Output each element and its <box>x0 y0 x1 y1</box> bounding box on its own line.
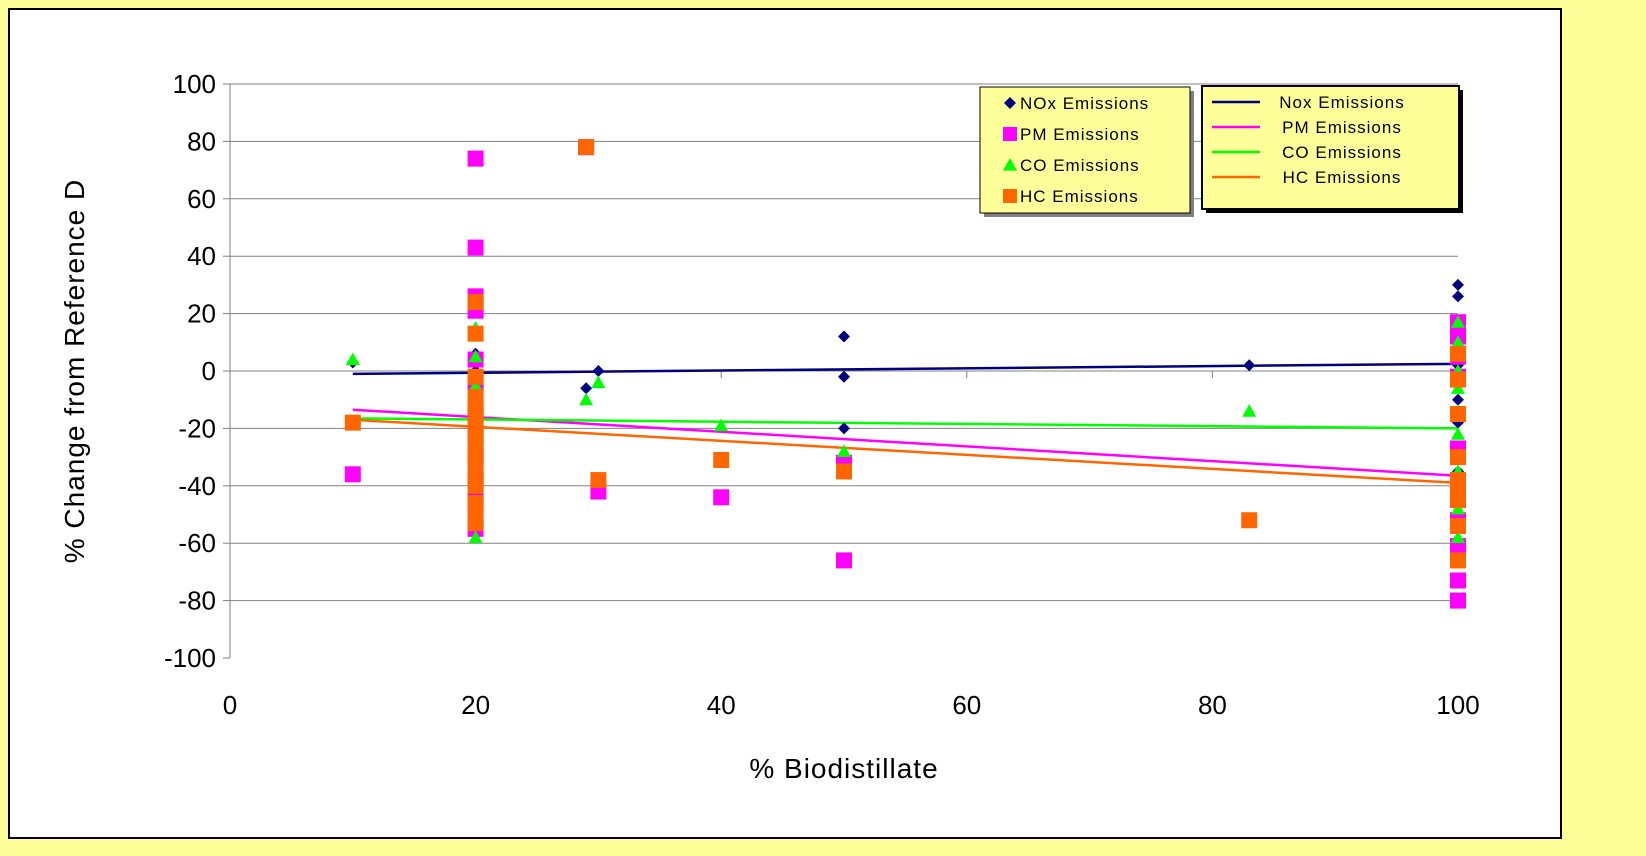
legend-label: HC Emissions <box>1020 187 1139 206</box>
x-tick-label: 40 <box>707 690 736 720</box>
legend-label: NOx Emissions <box>1020 94 1149 113</box>
y-axis-title: % Change from Reference D <box>59 179 90 564</box>
data-point <box>467 239 484 256</box>
y-tick-label: -40 <box>178 471 216 501</box>
data-point <box>1450 592 1466 609</box>
data-point <box>344 414 361 431</box>
legend-marker-icon <box>1004 97 1016 109</box>
legend-label: CO Emissions <box>1020 156 1140 175</box>
legend-label: CO Emissions <box>1282 143 1402 162</box>
data-point <box>467 515 484 532</box>
data-point <box>1450 345 1466 362</box>
trendline <box>352 417 1459 430</box>
trendlines <box>352 362 1459 485</box>
y-tick-label: 0 <box>202 356 216 386</box>
gridlines <box>223 83 1459 659</box>
data-point <box>1450 449 1466 466</box>
data-point <box>714 418 729 432</box>
legend-marker-icon <box>1003 158 1017 171</box>
data-point <box>468 349 483 363</box>
x-tick-label: 0 <box>223 690 237 720</box>
data-point <box>1450 552 1466 569</box>
y-tick-label: -20 <box>178 413 216 443</box>
x-axis-title: % Biodistillate <box>749 753 938 784</box>
data-point <box>1241 512 1258 529</box>
series-hc-emissions <box>344 139 1466 569</box>
legend-box <box>1201 85 1460 210</box>
data-point <box>713 451 730 468</box>
data-point <box>1242 404 1257 417</box>
data-point <box>1450 371 1466 388</box>
legend-marker-icon <box>1003 189 1017 203</box>
legend-label: HC Emissions <box>1283 168 1402 187</box>
data-point <box>592 365 605 377</box>
data-point <box>579 392 594 406</box>
data-point <box>1451 530 1465 544</box>
data-point <box>1243 359 1256 372</box>
data-point <box>1452 393 1464 406</box>
data-point <box>591 375 606 389</box>
data-point <box>837 444 851 457</box>
data-point <box>838 330 850 343</box>
data-point <box>1452 290 1464 303</box>
legend-markers: NOx Emissions PM Emissions CO Emissions HC … <box>979 86 1194 217</box>
legend-lines: Nox Emissions PM Emissions CO Emissions HC … <box>1201 85 1463 213</box>
data-point <box>1450 517 1466 534</box>
data-point <box>1451 427 1465 440</box>
data-point <box>836 552 852 569</box>
trendline <box>352 418 1459 485</box>
legend-label: PM Emissions <box>1020 125 1140 144</box>
y-tick-label: -80 <box>178 586 216 616</box>
legend-label: Nox Emissions <box>1279 93 1404 112</box>
data-point <box>1452 278 1464 291</box>
x-tick-label: 60 <box>952 690 981 720</box>
x-tick-label: 20 <box>461 690 490 720</box>
data-point <box>1450 492 1466 509</box>
data-point <box>467 294 484 311</box>
data-point <box>1451 315 1465 328</box>
data-point <box>838 422 850 435</box>
y-tick-label: 60 <box>187 184 216 214</box>
data-point <box>1451 335 1465 348</box>
data-point <box>836 463 852 480</box>
data-point <box>344 466 361 483</box>
y-tick-label: 100 <box>173 69 216 99</box>
data-point <box>467 150 484 167</box>
data-point <box>578 139 595 156</box>
data-point <box>467 325 484 342</box>
y-tick-label: 80 <box>187 126 216 156</box>
data-point <box>590 472 607 489</box>
y-tick-label: -100 <box>164 643 216 673</box>
series-nox-emissions <box>346 278 1464 541</box>
y-tick-label: 40 <box>187 241 216 271</box>
data-point <box>713 489 730 506</box>
data-point <box>467 368 484 385</box>
data-point <box>468 530 483 544</box>
y-tick-label: -60 <box>178 528 216 558</box>
data-point <box>467 477 484 494</box>
y-tick-label: 20 <box>187 299 216 329</box>
legend-label: PM Emissions <box>1282 118 1402 137</box>
data-point <box>838 370 850 383</box>
data-points <box>344 139 1466 609</box>
data-point <box>1450 572 1466 589</box>
data-point <box>580 382 593 395</box>
data-point <box>1450 406 1466 423</box>
legend-marker-icon <box>1003 127 1017 141</box>
x-tick-label: 80 <box>1198 690 1227 720</box>
data-point <box>345 352 360 366</box>
x-tick-label: 100 <box>1436 690 1479 720</box>
trendline <box>352 362 1459 376</box>
